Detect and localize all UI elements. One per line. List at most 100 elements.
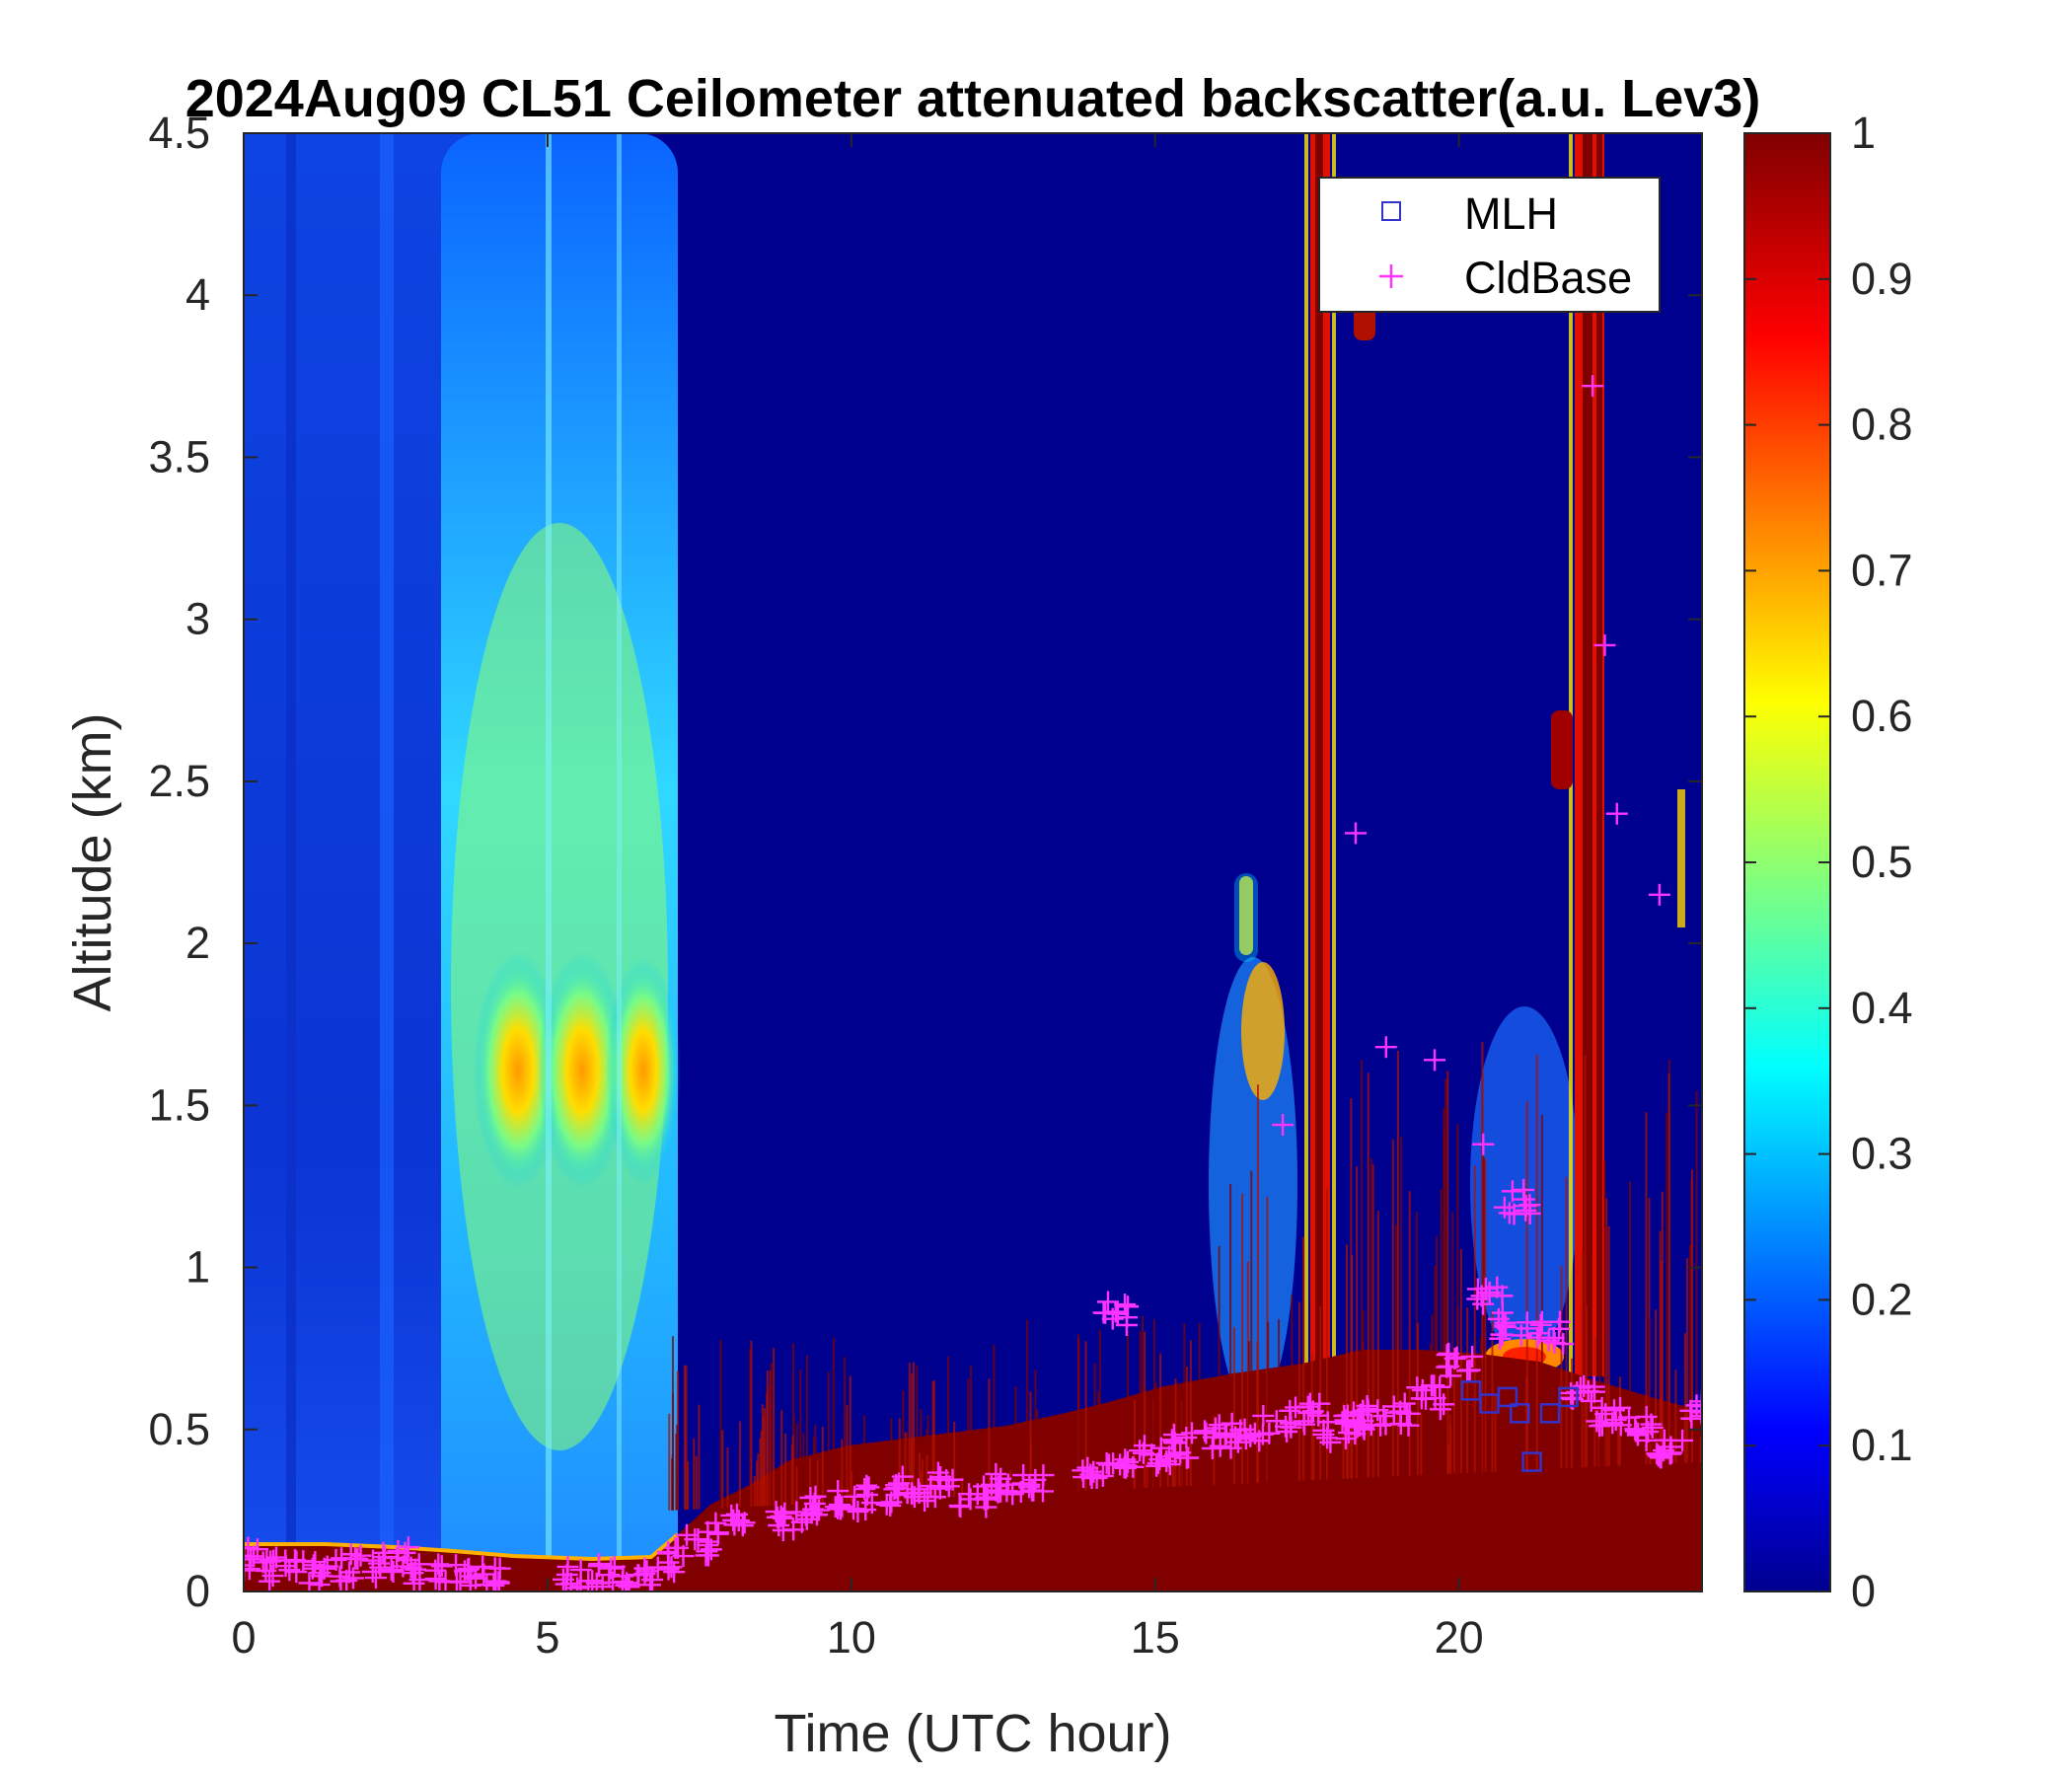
cldbase-point (1583, 1380, 1605, 1403)
cldbase-point (929, 1466, 952, 1489)
legend: MLH CldBase (1318, 177, 1661, 313)
heatmap-cloud-streak (1596, 133, 1602, 1376)
cldbase-point (888, 1472, 911, 1495)
cldbase-point (1440, 1365, 1462, 1387)
cldbase-point (618, 1576, 640, 1591)
cldbase-point (244, 1558, 260, 1581)
cldbase-point (1214, 1424, 1236, 1446)
cldbase-point (1679, 1399, 1702, 1422)
cldbase-point (1221, 1412, 1243, 1435)
cldbase-point (1489, 1327, 1512, 1350)
cldbase-point (600, 1557, 623, 1580)
cldbase-point (1177, 1446, 1200, 1469)
x-axis: 0 5 10 15 20 (231, 133, 1484, 1663)
cldbase-point (1691, 1390, 1702, 1413)
cldbase-point (349, 1544, 372, 1567)
cldbase-point (1510, 1324, 1532, 1347)
cldbase-point (449, 1571, 472, 1591)
cldbase-point (1466, 1278, 1489, 1300)
colorbar-gradient (1743, 132, 1831, 1592)
cldbase-point (1334, 1428, 1357, 1450)
cldbase-point (1397, 1414, 1420, 1437)
y-tick-label: 3 (185, 594, 210, 644)
cldbase-point (805, 1504, 828, 1526)
cldbase-point (283, 1549, 306, 1572)
cldbase-point (476, 1574, 498, 1591)
cldbase-point (920, 1475, 942, 1498)
y-tick-label: 1 (185, 1242, 210, 1293)
cldbase-point (853, 1478, 876, 1501)
cldbase-point (430, 1555, 453, 1578)
cldbase-point (1648, 883, 1670, 906)
cldbase-point (1424, 1387, 1446, 1410)
cldbase-point (1626, 1424, 1649, 1446)
cldbase-point (1624, 1418, 1647, 1441)
cldbase-point (1113, 1456, 1136, 1479)
cldbase-point (1542, 1326, 1565, 1349)
cldbase-point (706, 1521, 729, 1544)
y-tick-label: 2.5 (148, 756, 210, 806)
cldbase-point (831, 1495, 853, 1517)
cldbase-point (1312, 1423, 1335, 1445)
cldbase-point (1661, 1442, 1683, 1464)
cldbase-point (657, 1542, 680, 1565)
cldbase-point (588, 1553, 611, 1576)
cldbase-point (1498, 1202, 1520, 1224)
cldbase-point (1424, 1049, 1446, 1072)
colorbar-tick-label: 0.2 (1851, 1274, 1913, 1324)
heatmap-early-layer (244, 133, 476, 1591)
legend-mlh-label: MLH (1464, 188, 1558, 239)
cldbase-point (616, 1572, 638, 1591)
cldbase-point (1101, 1307, 1124, 1330)
colorbar-tick-label: 0.4 (1851, 983, 1913, 1033)
heatmap-cloud-patch (1239, 876, 1253, 955)
cldbase-point (1491, 1323, 1514, 1346)
colorbar-tick-label: 0.6 (1851, 691, 1913, 741)
mlh-point (1497, 1386, 1518, 1408)
cldbase-point (973, 1488, 996, 1511)
cldbase-point (1653, 1429, 1675, 1451)
cldbase-point (700, 1538, 722, 1561)
cldbase-point (988, 1475, 1010, 1498)
cldbase-point (1604, 1409, 1627, 1432)
cldbase-point (830, 1498, 852, 1520)
cldbase-point (704, 1512, 727, 1534)
heatmap-boundary-layer (244, 1350, 1702, 1591)
cldbase-point (1515, 1195, 1537, 1218)
cldbase-point (1494, 1311, 1517, 1334)
cldbase-point (487, 1571, 510, 1591)
mlh-point (1558, 1386, 1579, 1408)
cldbase-point (1602, 1399, 1625, 1422)
cldbase-point (799, 1487, 822, 1510)
cldbase-point (860, 1492, 883, 1515)
cldbase-point (244, 1559, 255, 1582)
cldbase-point (639, 1574, 662, 1591)
cldbase-point (1456, 1360, 1479, 1382)
cldbase-point (1147, 1452, 1169, 1475)
cldbase-point (1001, 1483, 1024, 1506)
x-tick-label: 0 (231, 1612, 256, 1663)
cldbase-point (1148, 1448, 1171, 1471)
cldbase-point (1609, 1396, 1632, 1419)
y-tick-label: 0.5 (148, 1404, 210, 1454)
cldbase-point (1406, 1376, 1429, 1399)
cldbase-point (1528, 1322, 1551, 1345)
heatmap-plume-core (606, 957, 681, 1184)
cldbase-point (1374, 1036, 1397, 1059)
cldbase-point (1079, 1463, 1102, 1486)
mlh-point (1510, 1403, 1530, 1424)
cldbase-point (1478, 1282, 1501, 1304)
cldbase-point (684, 1528, 706, 1551)
cldbase-point (285, 1550, 308, 1573)
cldbase-point (875, 1493, 898, 1516)
cldbase-point (1516, 1311, 1538, 1334)
cldbase-point (552, 1568, 574, 1591)
cldbase-point (1316, 1411, 1339, 1434)
cldbase-point (1548, 1310, 1571, 1333)
cldbase-point (1591, 1414, 1613, 1437)
x-tick-label: 20 (1435, 1612, 1484, 1663)
colorbar-tick-label: 0 (1851, 1566, 1876, 1616)
cldbase-point (1691, 1393, 1702, 1416)
mlh-series (1460, 1380, 1579, 1472)
cldbase-point (1389, 1400, 1412, 1423)
